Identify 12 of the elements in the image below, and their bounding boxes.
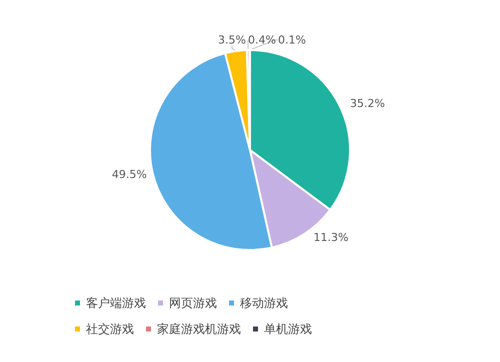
data-label: 0.4%: [248, 34, 276, 46]
legend-label: 家庭游戏机游戏: [157, 322, 241, 336]
data-label: 11.3%: [314, 230, 349, 244]
legend-label: 社交游戏: [86, 322, 134, 336]
legend-label: 网页游戏: [169, 296, 217, 310]
legend-label: 客户端游戏: [86, 296, 146, 310]
data-label: 35.2%: [350, 96, 385, 110]
data-label: 3.5%: [218, 34, 246, 46]
legend-label: 单机游戏: [264, 322, 312, 336]
legend-label: 移动游戏: [240, 296, 288, 310]
data-label: 0.1%: [278, 34, 306, 46]
data-label: 49.5%: [112, 168, 147, 181]
